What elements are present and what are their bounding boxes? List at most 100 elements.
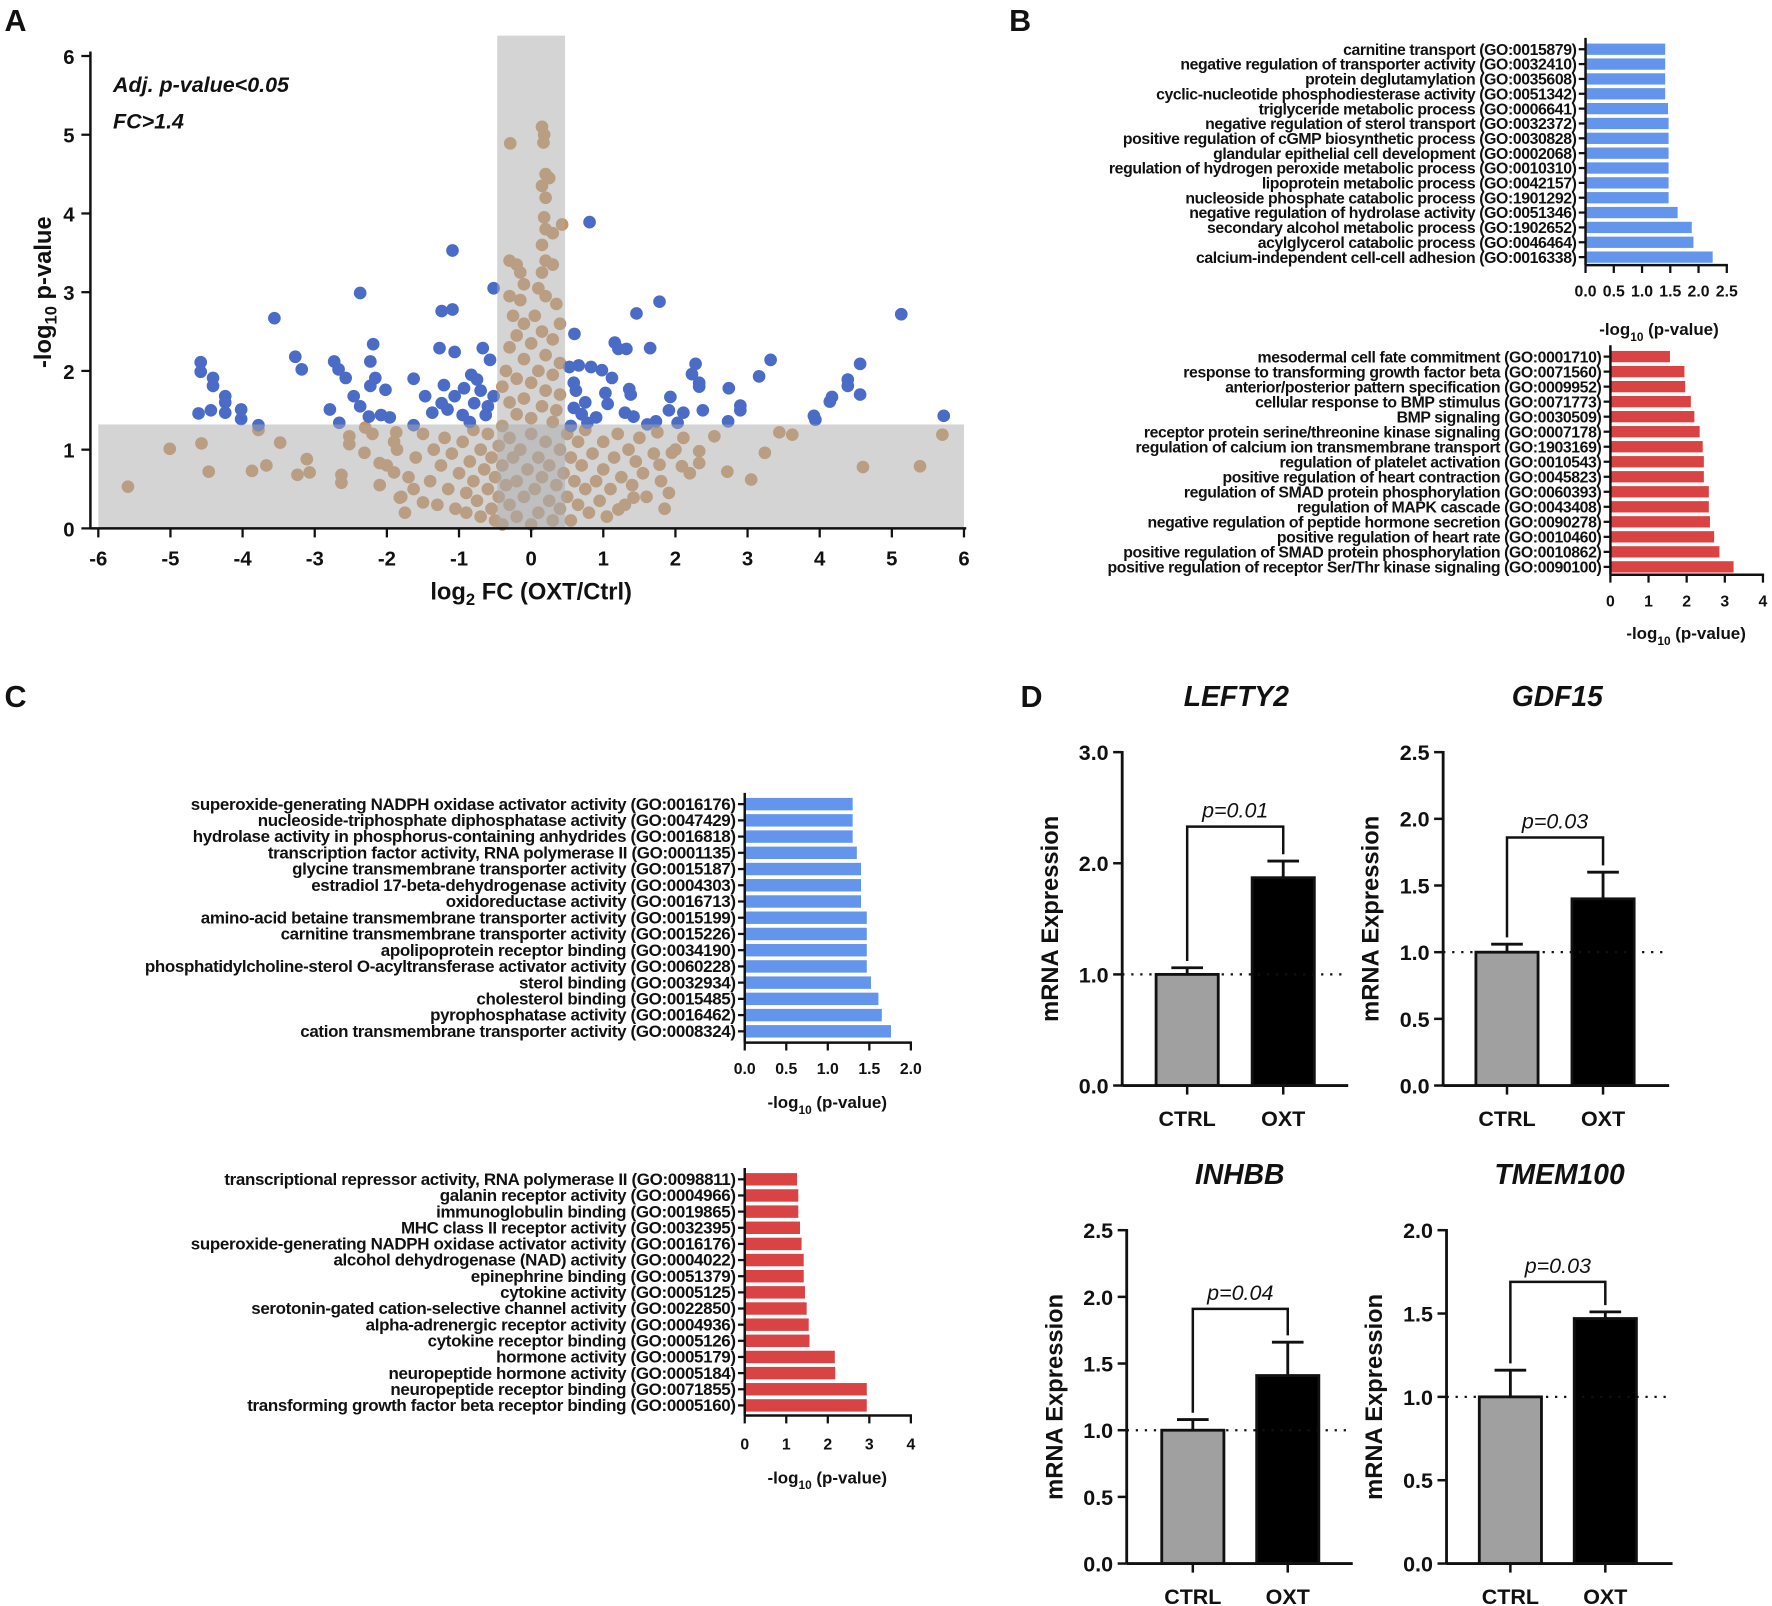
chart-title: LEFTY2: [1184, 680, 1289, 712]
bar: [744, 1189, 799, 1202]
category-label: lipoprotein metabolic process (GO:004215…: [1262, 176, 1577, 193]
data-point: [677, 406, 690, 419]
go-enrichment-chart-3: superoxide-generating NADPH oxidase acti…: [145, 792, 922, 1117]
bar-ctrl: [1477, 1395, 1543, 1565]
panel-label-d: D: [1020, 680, 1042, 714]
x-tick-label: 0.5: [775, 1061, 797, 1078]
bar: [1610, 350, 1670, 363]
bar: [744, 1173, 798, 1186]
x-tick-label: CTRL: [1159, 1107, 1216, 1131]
category-label: alcohol dehydrogenase (NAD) activity (GO…: [333, 1251, 735, 1270]
bar: [744, 895, 862, 908]
data-point: [689, 357, 702, 371]
y-tick-label: 5: [63, 126, 74, 148]
bar: [744, 846, 857, 860]
bar: [1610, 365, 1685, 378]
y-tick-label: 4: [63, 204, 75, 226]
data-point: [364, 355, 377, 368]
bar: [744, 1286, 805, 1299]
y-tick-label: 2.0: [1400, 808, 1430, 832]
y-tick-label: 3.0: [1079, 741, 1109, 765]
category-label: positive regulation of heart rate (GO:00…: [1277, 529, 1602, 546]
x-tick-label: 2: [823, 1436, 832, 1453]
category-label: positive regulation of heart contraction…: [1223, 469, 1602, 486]
bar: [744, 1253, 804, 1267]
y-tick-label: 1.5: [1083, 1352, 1113, 1376]
x-tick-label: 4: [906, 1436, 915, 1453]
x-tick-label: 6: [958, 549, 969, 571]
category-label: transforming growth factor beta receptor…: [247, 1396, 735, 1415]
bar: [744, 862, 862, 876]
category-label: estradiol 17-beta-dehydrogenase activity…: [311, 876, 735, 895]
bar: [744, 1205, 799, 1218]
bar: [1610, 426, 1700, 438]
bar: [1585, 102, 1669, 115]
data-point: [575, 407, 588, 421]
significance-bracket: [1191, 1307, 1289, 1413]
x-axis-label: -log10 (p-value): [767, 1468, 887, 1492]
data-point: [474, 384, 487, 397]
category-label: regulation of SMAD protein phosphorylati…: [1184, 484, 1602, 501]
expression-chart-tmem100: TMEM100 CTRL OXT 0.0 0.5 1.0 1.5 2.0 p=0.03 mRNA …: [1362, 1158, 1673, 1606]
bar: [1585, 117, 1669, 130]
category-label: superoxide-generating NADPH oxidase acti…: [191, 795, 736, 814]
bar: [1585, 43, 1666, 55]
data-point: [584, 360, 598, 374]
category-label: cholesterol binding (GO:0015485): [476, 990, 735, 1009]
x-axis-label-subscript: 10: [1657, 634, 1671, 648]
x-axis-label-text-end: FC (OXT/Ctrl): [475, 580, 632, 606]
data-point: [218, 406, 232, 419]
x-tick-label: OXT: [1583, 1585, 1627, 1606]
series-significant: [192, 215, 951, 433]
x-tick-label: 1.0: [1631, 284, 1653, 301]
bar: [1585, 132, 1669, 144]
data-point: [448, 389, 461, 403]
x-axis-label-text: log: [430, 580, 466, 606]
expression-chart-lefty2: LEFTY2 CTRL OXT 0.0 1.0 2.0 3.0 p=0.01 mRNA Expr…: [1038, 680, 1349, 1131]
bar: [744, 911, 867, 924]
x-tick-label: CTRL: [1164, 1585, 1221, 1606]
y-tick-label: 3: [63, 283, 74, 305]
category-label: transcriptional repressor activity, RNA …: [224, 1170, 735, 1189]
data-point: [853, 357, 867, 371]
data-point: [204, 403, 218, 417]
category-label: superoxide-generating NADPH oxidase acti…: [191, 1235, 736, 1254]
y-tick-label: 2.0: [1079, 852, 1109, 876]
data-point: [630, 307, 643, 320]
data-point: [448, 345, 461, 359]
category-label: immunoglobulin binding (GO:0019865): [436, 1202, 736, 1221]
category-label: BMP signaling (GO:0030509): [1397, 409, 1602, 426]
x-tick-label: 0.5: [1603, 284, 1625, 301]
category-label: carnitine transmembrane transporter acti…: [281, 925, 736, 944]
data-point: [437, 378, 451, 392]
y-tick-label: 2.5: [1400, 741, 1430, 765]
panel-label-b: B: [1009, 4, 1031, 38]
category-label: hormone activity (GO:0005179): [496, 1348, 736, 1367]
data-point: [483, 353, 497, 367]
category-label: response to transforming growth factor b…: [1183, 364, 1601, 381]
x-tick-label: 1: [598, 549, 609, 571]
bar: [744, 943, 867, 957]
bar: [744, 1025, 891, 1038]
x-tick-label: 1: [782, 1436, 791, 1453]
x-tick-label: 3: [1720, 593, 1729, 610]
bar: [1610, 561, 1734, 573]
data-point: [347, 389, 361, 403]
data-point: [627, 410, 640, 423]
y-tick-label: 1.0: [1400, 941, 1430, 965]
bar: [744, 1399, 867, 1412]
x-tick-label: 3: [865, 1436, 874, 1453]
x-axis-label-text: -log: [767, 1093, 798, 1112]
bar: [744, 1221, 800, 1234]
bar: [1585, 88, 1666, 100]
data-point: [692, 380, 706, 393]
data-point: [567, 376, 581, 390]
x-tick-label: OXT: [1581, 1107, 1625, 1131]
data-point: [722, 381, 736, 395]
category-label: hydrolase activity in phosphorus-contain…: [193, 827, 736, 846]
y-tick-label: 2.0: [1083, 1286, 1113, 1310]
bar: [744, 797, 853, 811]
data-point: [481, 400, 495, 413]
data-point: [643, 341, 657, 355]
category-label: triglyceride metabolic process (GO:00066…: [1259, 101, 1577, 118]
